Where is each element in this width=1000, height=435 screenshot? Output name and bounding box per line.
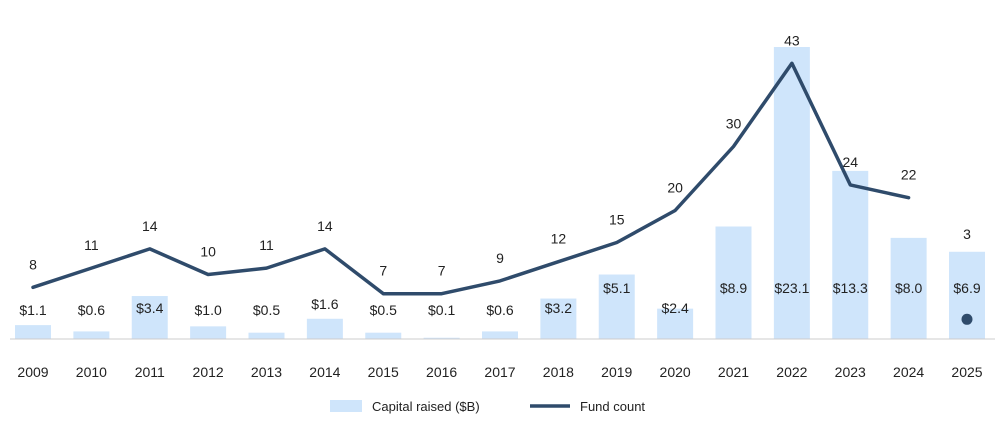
fund-count-line	[31, 61, 911, 296]
fund-count-label-2022: 43	[784, 32, 800, 48]
bar-label-2013: $0.5	[253, 302, 280, 318]
fund-count-label-2015: 7	[379, 263, 387, 279]
line-labels-group: 8 11 14 10 11 14 7 7 9 12 15 20 30 43 24 22 3	[29, 32, 971, 278]
bar-label-2014: $1.6	[311, 296, 338, 312]
legend-bar-label: Capital raised ($B)	[372, 399, 480, 414]
bar-label-2016: $0.1	[428, 302, 455, 318]
bar-2022	[773, 47, 810, 339]
bar-2018	[540, 298, 577, 339]
fund-count-point-2025	[961, 313, 973, 325]
bar-2009	[15, 325, 51, 339]
bar-labels-group: $1.1 $0.6 $3.4 $1.0 $0.5 $1.6 $0.5 $0.1 $0.6 $3.2…	[19, 280, 980, 318]
legend-bar-swatch	[330, 400, 362, 412]
legend-line-label: Fund count	[580, 399, 645, 414]
bar-label-2021: $8.9	[720, 280, 747, 296]
fund-count-label-2010: 11	[84, 237, 99, 253]
fund-count-label-2013: 11	[259, 237, 274, 253]
bar-2021	[715, 226, 752, 339]
x-tick-2009: 2009	[17, 364, 48, 380]
x-tick-2018: 2018	[543, 364, 574, 380]
x-tick-2020: 2020	[660, 364, 691, 380]
x-tick-2013: 2013	[251, 364, 282, 380]
fund-count-label-2018: 12	[551, 231, 567, 247]
bar-label-2015: $0.5	[370, 302, 397, 318]
bar-2010	[73, 331, 110, 339]
x-tick-2025: 2025	[951, 364, 982, 380]
bars-group	[15, 47, 985, 339]
bar-2014	[306, 318, 343, 339]
line-points-group	[961, 313, 973, 325]
bar-label-2019: $5.1	[603, 280, 630, 296]
x-tick-2017: 2017	[484, 364, 515, 380]
fund-count-label-2025: 3	[963, 226, 971, 242]
bar-2023	[832, 170, 869, 339]
bar-2012	[190, 326, 227, 339]
fund-count-label-2014: 14	[317, 218, 333, 234]
bar-2013	[248, 332, 285, 339]
x-tick-2011: 2011	[135, 364, 165, 380]
bar-2024	[890, 237, 927, 339]
bar-2017	[482, 331, 518, 339]
x-tick-2021: 2021	[718, 364, 749, 380]
fund-count-label-2012: 10	[200, 244, 216, 260]
bar-label-2023: $13.3	[833, 280, 868, 296]
x-tick-labels: 2009 2010 2011 2012 2013 2014 2015 2016 2017 2018…	[17, 364, 982, 380]
fund-count-label-2019: 15	[609, 212, 625, 228]
fund-count-label-2020: 20	[667, 180, 683, 196]
x-tick-2014: 2014	[309, 364, 340, 380]
bar-2011	[131, 296, 168, 339]
fund-count-label-2023: 24	[842, 154, 858, 170]
bar-2020	[657, 308, 694, 339]
fund-count-label-2024: 22	[901, 167, 917, 183]
bar-label-2012: $1.0	[195, 302, 222, 318]
fund-count-label-2017: 9	[496, 250, 504, 266]
bar-label-2010: $0.6	[78, 302, 105, 318]
bar-2016	[423, 337, 460, 339]
x-tick-2022: 2022	[776, 364, 807, 380]
x-tick-2012: 2012	[193, 364, 224, 380]
bar-label-2017: $0.6	[486, 302, 513, 318]
x-tick-2019: 2019	[601, 364, 632, 380]
bar-label-2018: $3.2	[545, 300, 572, 316]
bar-label-2020: $2.4	[662, 300, 689, 316]
x-tick-2024: 2024	[893, 364, 924, 380]
legend: Capital raised ($B) Fund count	[330, 399, 645, 414]
fund-count-label-2011: 14	[142, 218, 158, 234]
bar-label-2025: $6.9	[953, 280, 980, 296]
bar-label-2024: $8.0	[895, 280, 922, 296]
x-tick-2010: 2010	[76, 364, 107, 380]
x-tick-2023: 2023	[835, 364, 866, 380]
x-tick-2016: 2016	[426, 364, 457, 380]
x-tick-2015: 2015	[368, 364, 399, 380]
fund-count-label-2021: 30	[726, 116, 742, 132]
fund-count-label-2009: 8	[29, 256, 37, 272]
bar-label-2011: $3.4	[136, 300, 163, 316]
bar-2015	[365, 332, 402, 339]
fund-count-label-2016: 7	[438, 263, 446, 279]
bar-label-2009: $1.1	[19, 302, 46, 318]
bar-label-2022: $23.1	[774, 280, 809, 296]
bar-2019	[598, 274, 635, 339]
